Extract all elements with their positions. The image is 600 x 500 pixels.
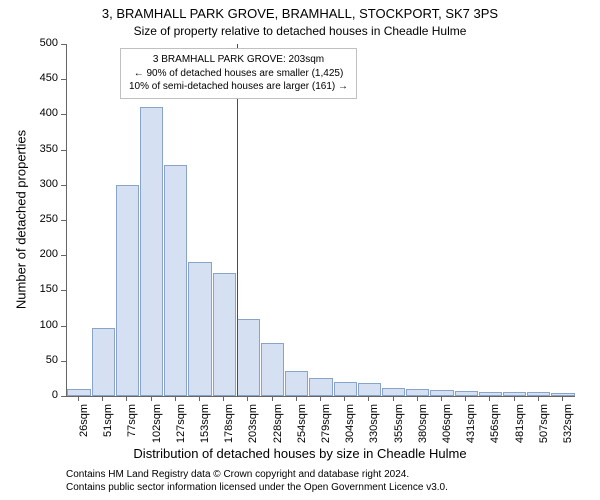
y-tick-label: 0 xyxy=(28,389,58,401)
y-tick xyxy=(61,396,66,397)
y-tick xyxy=(61,150,66,151)
y-tick-label: 350 xyxy=(28,143,58,155)
x-tick-label: 431sqm xyxy=(465,404,477,454)
x-tick xyxy=(344,396,345,401)
x-tick xyxy=(272,396,273,401)
y-tick-label: 150 xyxy=(28,283,58,295)
y-tick xyxy=(61,44,66,45)
y-tick xyxy=(61,220,66,221)
histogram-bar xyxy=(527,392,550,396)
x-tick-label: 304sqm xyxy=(344,404,356,454)
histogram-bar xyxy=(164,165,187,396)
histogram-bar xyxy=(92,328,115,396)
x-tick-label: 254sqm xyxy=(296,404,308,454)
x-tick-label: 51sqm xyxy=(102,404,114,454)
marker-annotation: 3 BRAMHALL PARK GROVE: 203sqm ← 90% of d… xyxy=(120,48,357,99)
annotation-line2: ← 90% of detached houses are smaller (1,… xyxy=(129,67,348,81)
y-tick-label: 400 xyxy=(28,107,58,119)
x-tick-label: 178sqm xyxy=(223,404,235,454)
x-tick xyxy=(296,396,297,401)
x-tick xyxy=(441,396,442,401)
x-tick-label: 406sqm xyxy=(441,404,453,454)
chart-container: 3, BRAMHALL PARK GROVE, BRAMHALL, STOCKP… xyxy=(0,0,600,500)
x-tick xyxy=(538,396,539,401)
histogram-bar xyxy=(382,388,405,396)
x-tick xyxy=(489,396,490,401)
x-tick xyxy=(465,396,466,401)
x-tick xyxy=(126,396,127,401)
x-tick xyxy=(78,396,79,401)
x-tick xyxy=(102,396,103,401)
x-tick-label: 153sqm xyxy=(199,404,211,454)
histogram-bar xyxy=(358,383,381,396)
y-tick-label: 200 xyxy=(28,248,58,260)
histogram-bar xyxy=(116,185,139,396)
histogram-bar xyxy=(188,262,211,396)
histogram-bar xyxy=(285,371,308,396)
x-tick-label: 127sqm xyxy=(175,404,187,454)
y-tick xyxy=(61,79,66,80)
copyright-text: Contains HM Land Registry data © Crown c… xyxy=(66,468,448,494)
chart-subtitle: Size of property relative to detached ho… xyxy=(0,24,600,38)
copyright-line1: Contains HM Land Registry data © Crown c… xyxy=(66,468,448,481)
x-tick xyxy=(151,396,152,401)
y-tick-label: 250 xyxy=(28,213,58,225)
x-tick-label: 456sqm xyxy=(489,404,501,454)
histogram-bar xyxy=(503,392,526,396)
x-tick-label: 228sqm xyxy=(272,404,284,454)
y-tick-label: 500 xyxy=(28,37,58,49)
x-tick-label: 77sqm xyxy=(126,404,138,454)
y-tick xyxy=(61,255,66,256)
histogram-bar xyxy=(406,389,429,396)
histogram-bar xyxy=(334,382,357,396)
x-tick xyxy=(199,396,200,401)
x-tick xyxy=(175,396,176,401)
x-tick xyxy=(417,396,418,401)
histogram-bar xyxy=(479,392,502,396)
x-tick-label: 532sqm xyxy=(562,404,574,454)
y-tick-label: 100 xyxy=(28,319,58,331)
histogram-bar xyxy=(551,393,574,396)
y-tick xyxy=(61,326,66,327)
y-tick xyxy=(61,361,66,362)
annotation-line3: 10% of semi-detached houses are larger (… xyxy=(129,80,348,94)
y-tick-label: 50 xyxy=(28,354,58,366)
histogram-bar xyxy=(140,107,163,396)
x-tick-label: 355sqm xyxy=(393,404,405,454)
x-tick-label: 330sqm xyxy=(368,404,380,454)
histogram-bar xyxy=(430,390,453,396)
x-tick xyxy=(562,396,563,401)
histogram-bar xyxy=(455,391,478,396)
x-tick-label: 279sqm xyxy=(320,404,332,454)
annotation-line1: 3 BRAMHALL PARK GROVE: 203sqm xyxy=(129,53,348,67)
x-tick xyxy=(368,396,369,401)
histogram-bar xyxy=(67,389,90,396)
x-tick-label: 481sqm xyxy=(514,404,526,454)
x-tick-label: 380sqm xyxy=(417,404,429,454)
x-tick-label: 203sqm xyxy=(247,404,259,454)
y-tick-label: 300 xyxy=(28,178,58,190)
histogram-bar xyxy=(237,319,260,396)
x-tick xyxy=(393,396,394,401)
histogram-bar xyxy=(309,378,332,396)
x-tick-label: 102sqm xyxy=(151,404,163,454)
chart-title: 3, BRAMHALL PARK GROVE, BRAMHALL, STOCKP… xyxy=(0,6,600,21)
x-tick xyxy=(223,396,224,401)
x-tick-label: 507sqm xyxy=(538,404,550,454)
y-tick xyxy=(61,185,66,186)
histogram-bar xyxy=(261,343,284,396)
x-tick-label: 26sqm xyxy=(78,404,90,454)
histogram-bar xyxy=(213,273,236,396)
y-tick xyxy=(61,114,66,115)
y-tick-label: 450 xyxy=(28,72,58,84)
x-tick xyxy=(514,396,515,401)
copyright-line2: Contains public sector information licen… xyxy=(66,481,448,494)
x-tick xyxy=(320,396,321,401)
y-tick xyxy=(61,290,66,291)
x-tick xyxy=(247,396,248,401)
y-axis-label: Number of detached properties xyxy=(14,120,29,320)
